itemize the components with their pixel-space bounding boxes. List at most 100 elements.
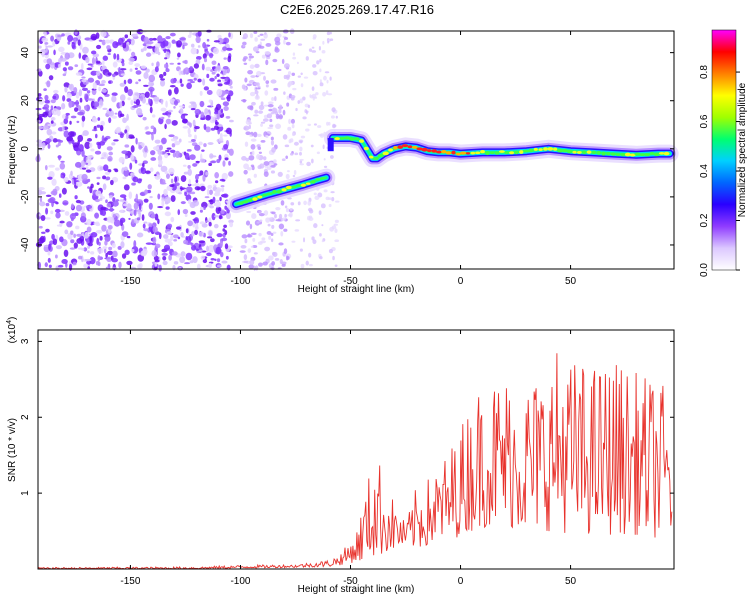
noise-speckle bbox=[97, 247, 104, 254]
noise-speckle bbox=[260, 121, 266, 124]
noise-speckle bbox=[130, 136, 135, 139]
noise-speckle bbox=[144, 189, 149, 195]
noise-speckle bbox=[263, 210, 269, 216]
ridge-peak bbox=[343, 136, 351, 140]
noise-speckle bbox=[241, 156, 247, 161]
noise-speckle bbox=[280, 230, 284, 237]
noise-speckle bbox=[215, 246, 222, 255]
noise-speckle bbox=[56, 109, 61, 117]
noise-speckle bbox=[50, 116, 56, 121]
noise-speckle bbox=[165, 68, 170, 73]
noise-speckle bbox=[253, 252, 258, 255]
noise-speckle bbox=[54, 208, 61, 213]
noise-speckle bbox=[131, 182, 136, 186]
noise-speckle bbox=[265, 80, 270, 84]
noise-speckle bbox=[84, 156, 92, 163]
noise-speckle bbox=[62, 73, 67, 77]
noise-speckle bbox=[152, 114, 156, 118]
noise-speckle bbox=[171, 143, 176, 148]
noise-speckle bbox=[127, 78, 133, 84]
noise-speckle bbox=[195, 36, 201, 44]
snr-y-tick-label: 2 bbox=[20, 414, 31, 420]
noise-speckle bbox=[93, 101, 100, 108]
noise-speckle bbox=[289, 207, 293, 211]
ridge-peak bbox=[572, 150, 577, 154]
noise-speckle bbox=[299, 163, 304, 166]
noise-speckle bbox=[56, 33, 62, 42]
noise-speckle bbox=[190, 47, 198, 55]
noise-speckle bbox=[184, 59, 188, 65]
noise-speckle bbox=[290, 202, 295, 206]
ridge-peak bbox=[435, 150, 442, 154]
noise-speckle bbox=[145, 68, 150, 73]
noise-speckle bbox=[257, 165, 262, 170]
noise-speckle bbox=[131, 218, 135, 225]
ridge-peak bbox=[543, 147, 548, 151]
heatmap-y-tick-label: 40 bbox=[20, 47, 31, 59]
noise-speckle bbox=[295, 219, 301, 222]
noise-speckle bbox=[199, 170, 204, 176]
noise-speckle bbox=[291, 123, 295, 129]
ridge-peak bbox=[480, 150, 485, 154]
noise-speckle bbox=[74, 107, 79, 112]
noise-speckle bbox=[52, 95, 57, 100]
noise-speckle bbox=[170, 234, 174, 241]
noise-speckle bbox=[284, 205, 288, 209]
noise-speckle bbox=[58, 140, 63, 143]
noise-speckle bbox=[154, 261, 158, 267]
noise-speckle bbox=[132, 105, 139, 108]
noise-speckle bbox=[228, 219, 234, 224]
noise-speckle bbox=[58, 155, 61, 161]
noise-speckle bbox=[111, 95, 117, 103]
noise-speckle bbox=[317, 125, 322, 128]
noise-speckle bbox=[138, 144, 143, 150]
noise-speckle bbox=[47, 143, 51, 149]
noise-speckle bbox=[157, 206, 164, 209]
noise-speckle bbox=[77, 39, 81, 46]
noise-speckle bbox=[182, 126, 189, 129]
noise-speckle bbox=[263, 104, 269, 107]
noise-speckle bbox=[131, 33, 138, 37]
noise-speckle bbox=[153, 255, 159, 261]
noise-speckle bbox=[169, 32, 176, 37]
noise-speckle bbox=[121, 150, 128, 155]
noise-speckle bbox=[199, 100, 205, 108]
noise-speckle bbox=[52, 238, 58, 246]
noise-speckle bbox=[40, 214, 46, 222]
noise-speckle bbox=[75, 181, 83, 187]
noise-speckle bbox=[39, 201, 46, 207]
noise-speckle bbox=[37, 189, 43, 196]
noise-speckle bbox=[86, 226, 92, 233]
noise-speckle bbox=[80, 215, 86, 223]
noise-speckle bbox=[165, 173, 170, 179]
noise-speckle bbox=[38, 70, 43, 77]
noise-speckle bbox=[179, 256, 186, 264]
noise-speckle bbox=[194, 229, 198, 235]
noise-speckle bbox=[148, 37, 154, 41]
noise-speckle bbox=[72, 142, 80, 149]
noise-speckle bbox=[98, 86, 101, 92]
snr-y-axis-label: SNR (10 * v/v) bbox=[7, 418, 18, 482]
noise-speckle bbox=[258, 241, 263, 245]
noise-speckle bbox=[242, 58, 247, 62]
noise-speckle bbox=[300, 135, 306, 139]
noise-speckle bbox=[63, 130, 70, 138]
noise-speckle bbox=[204, 108, 209, 115]
noise-speckle bbox=[262, 261, 268, 266]
snr-y-tick-label: 3 bbox=[20, 338, 31, 344]
noise-speckle bbox=[43, 88, 47, 91]
noise-speckle bbox=[107, 72, 112, 76]
ridge-peak bbox=[358, 139, 365, 143]
noise-speckle bbox=[182, 44, 185, 50]
noise-speckle bbox=[163, 244, 171, 251]
noise-speckle bbox=[266, 113, 273, 119]
noise-speckle bbox=[97, 117, 101, 121]
noise-speckle bbox=[257, 35, 261, 38]
noise-speckle bbox=[49, 197, 56, 203]
noise-speckle bbox=[217, 83, 223, 87]
noise-speckle bbox=[222, 90, 230, 95]
noise-speckle bbox=[228, 148, 234, 156]
ridge-peak bbox=[653, 152, 660, 157]
noise-speckle bbox=[280, 261, 287, 265]
